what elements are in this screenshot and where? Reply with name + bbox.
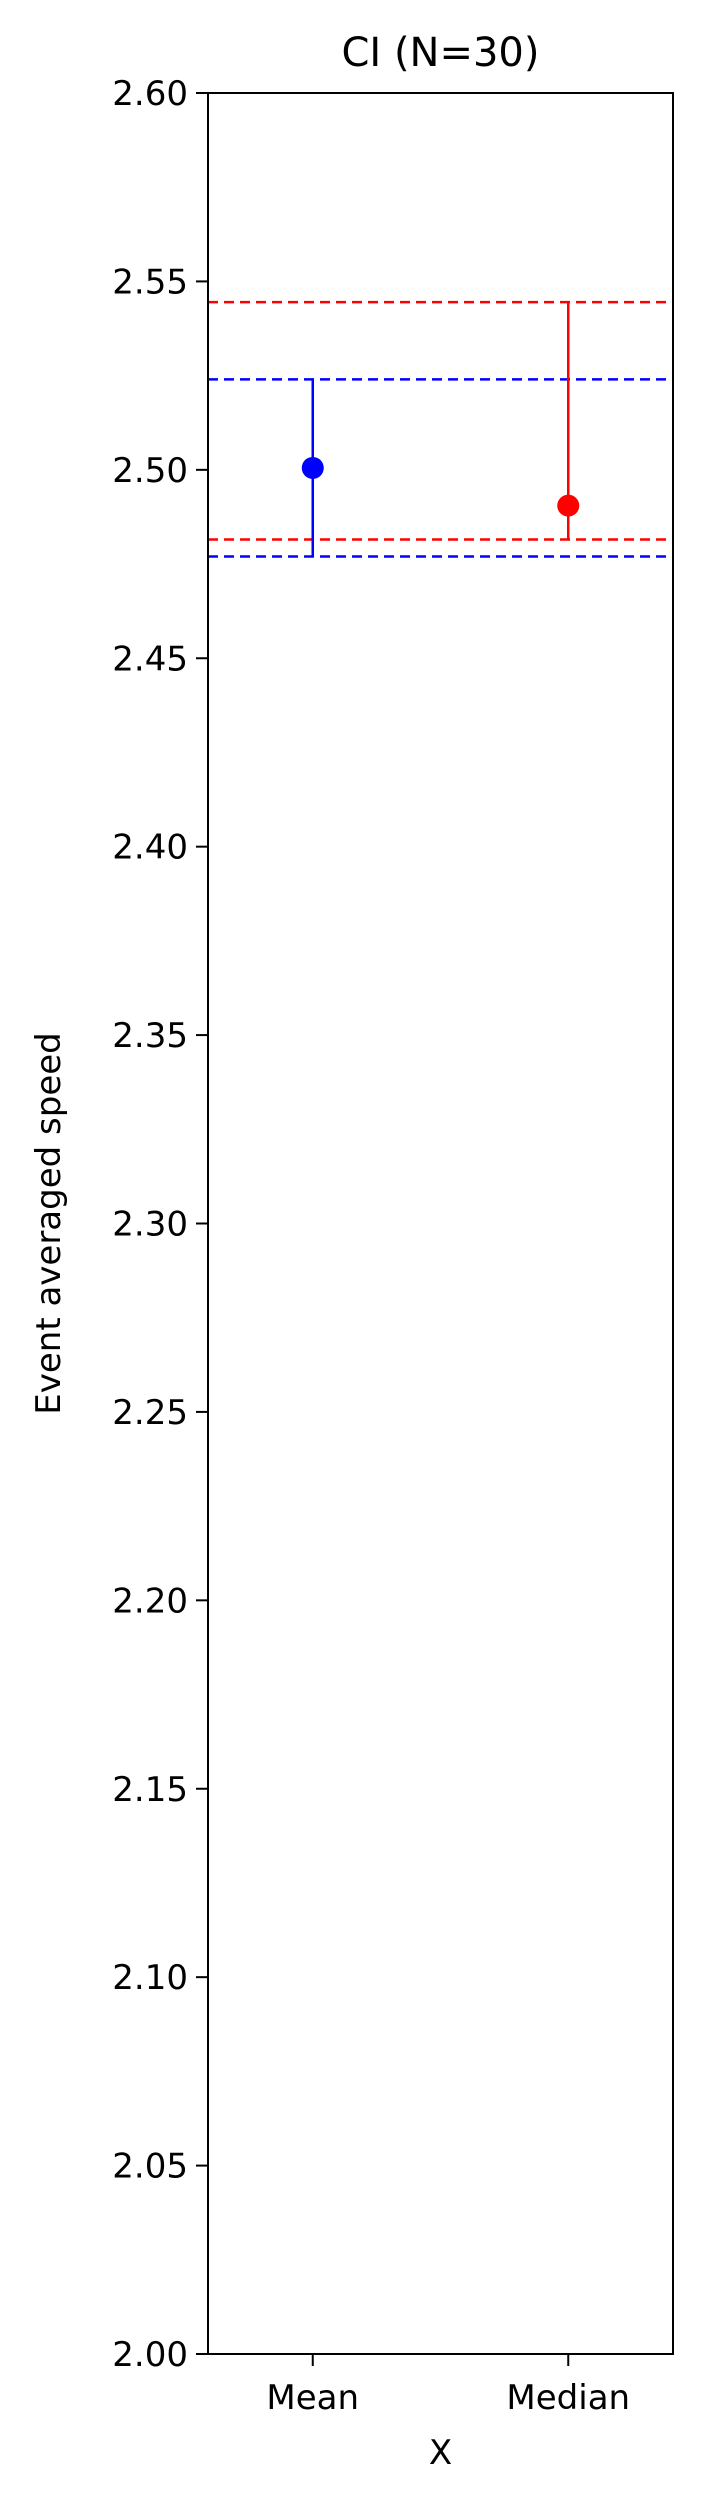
point-marker-mean: [301, 456, 324, 479]
y-tick-label: 2.40: [112, 828, 188, 868]
x-tick-label: Median: [506, 2378, 630, 2418]
y-tick-label: 2.00: [112, 2335, 188, 2375]
x-tick-label: Mean: [266, 2378, 359, 2418]
y-tick-label: 2.20: [112, 1581, 188, 1621]
y-tick-label: 2.60: [112, 74, 188, 114]
y-tick-label: 2.15: [112, 1770, 188, 1810]
y-tick-label: 2.35: [112, 1016, 188, 1056]
x-axis-ticks: Mean Median: [266, 2354, 630, 2418]
point-markers: [301, 456, 580, 517]
x-axis-label: X: [429, 2433, 452, 2473]
y-tick-label: 2.55: [112, 262, 188, 302]
reference-lines: [208, 300, 673, 558]
y-tick-label: 2.05: [112, 2147, 188, 2187]
y-axis-label: Event averaged speed: [29, 1032, 69, 1415]
chart-title: CI (N=30): [342, 30, 540, 76]
point-marker-median: [557, 494, 580, 517]
y-tick-label: 2.45: [112, 639, 188, 679]
y-axis-ticks: 2.00 2.05 2.10 2.15 2.20 2.25 2.30 2.35 2.40 2.45…: [112, 74, 208, 2375]
y-tick-label: 2.10: [112, 1958, 188, 1998]
y-tick-label: 2.25: [112, 1393, 188, 1433]
y-tick-label: 2.50: [112, 451, 188, 491]
y-tick-label: 2.30: [112, 1205, 188, 1245]
